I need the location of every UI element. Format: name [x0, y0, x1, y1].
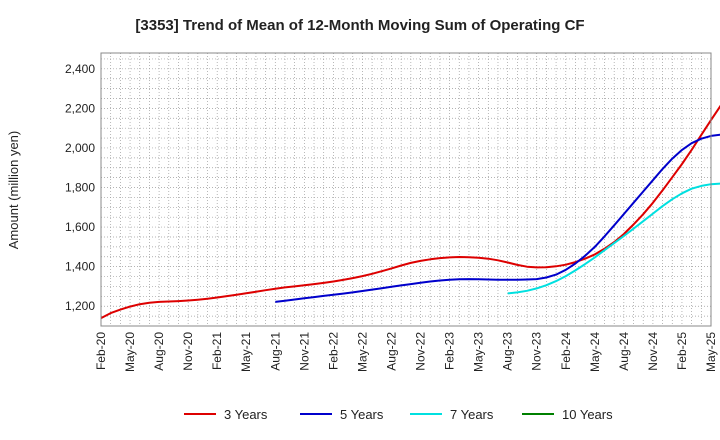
plot-frame: [100, 52, 712, 327]
legend-label: 10 Years: [562, 407, 613, 422]
y-tick-label: 1,600: [65, 220, 95, 234]
x-tick-label: Nov-21: [297, 332, 311, 371]
x-tick-label: Feb-25: [675, 332, 689, 370]
legend-label: 5 Years: [340, 407, 384, 422]
y-tick-label: 1,400: [65, 260, 95, 274]
y-tick-label: 2,400: [65, 62, 95, 76]
x-tick-label: Feb-22: [326, 332, 340, 370]
x-tick-label: May-24: [588, 332, 602, 372]
legend-label: 7 Years: [450, 407, 494, 422]
x-tick-label: May-20: [123, 332, 137, 372]
series-line-5-years: [275, 133, 720, 303]
x-tick-labels: Feb-20 May-20 Aug-20 Nov-20 Feb-21 May-21 Aug-…: [94, 332, 718, 372]
x-tick-label: Feb-21: [210, 332, 224, 370]
x-tick-label: May-25: [704, 332, 718, 372]
series-line-7-years: [507, 182, 720, 295]
y-tick-label: 2,000: [65, 141, 95, 155]
legend: 3 Years 5 Years 7 Years 10 Years: [184, 407, 613, 422]
x-tick-label: Feb-24: [559, 332, 573, 370]
x-tick-label: Aug-24: [617, 332, 631, 371]
series-layer: [100, 104, 720, 319]
x-tick-label: Aug-21: [268, 332, 282, 371]
y-tick-label: 1,800: [65, 181, 95, 195]
grid-layer: [101, 53, 711, 326]
x-tick-label: Feb-20: [94, 332, 108, 370]
series-line-3-years: [100, 104, 720, 319]
y-axis-label: Amount (million yen): [6, 131, 21, 250]
x-tick-label: Aug-23: [501, 332, 515, 371]
x-tick-label: May-23: [472, 332, 486, 372]
x-tick-label: Feb-23: [443, 332, 457, 370]
x-tick-label: Nov-22: [414, 332, 428, 371]
chart-title: [3353] Trend of Mean of 12-Month Moving …: [135, 17, 584, 34]
y-tick-label: 2,200: [65, 101, 95, 115]
x-tick-label: May-22: [355, 332, 369, 372]
x-tick-label: Nov-24: [646, 332, 660, 371]
x-tick-label: Aug-22: [384, 332, 398, 371]
y-tick-label: 1,200: [65, 299, 95, 313]
x-tick-label: Nov-20: [181, 332, 195, 371]
y-tick-labels: 1,200 1,400 1,600 1,800 2,000 2,200 2,400: [65, 62, 95, 313]
legend-label: 3 Years: [224, 407, 268, 422]
x-tick-label: Aug-20: [152, 332, 166, 371]
x-tick-label: May-21: [239, 332, 253, 372]
x-tick-label: Nov-23: [530, 332, 544, 371]
